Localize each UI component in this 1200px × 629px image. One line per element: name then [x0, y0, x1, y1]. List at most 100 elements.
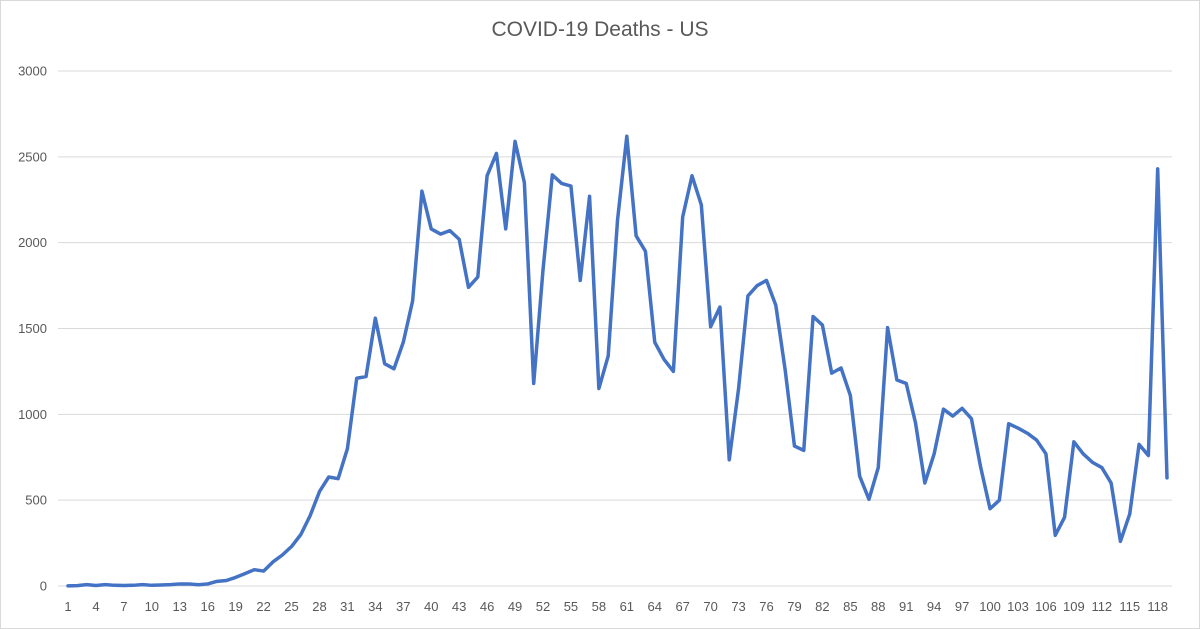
data-point	[346, 447, 349, 450]
data-point	[951, 414, 954, 418]
data-point	[960, 407, 964, 410]
data-point	[1007, 422, 1010, 425]
data-point	[616, 219, 619, 222]
x-tick-label: 13	[173, 599, 187, 614]
data-point	[905, 382, 908, 385]
data-point	[206, 582, 209, 586]
data-point	[634, 234, 638, 237]
data-point	[159, 583, 163, 587]
data-point	[867, 498, 871, 501]
data-point	[402, 341, 405, 344]
data-point	[895, 378, 899, 382]
data-point	[355, 377, 358, 380]
x-tick-label: 10	[145, 599, 159, 614]
series-layer	[66, 134, 1169, 588]
x-tick-label: 118	[1147, 599, 1168, 614]
data-point	[793, 444, 796, 448]
data-point	[1156, 167, 1159, 171]
x-tick-label: 7	[120, 599, 127, 614]
data-point	[495, 152, 498, 155]
x-tick-label: 34	[368, 599, 382, 614]
data-point	[970, 417, 973, 420]
data-point	[588, 195, 591, 198]
data-point	[243, 572, 247, 575]
data-point	[141, 583, 144, 586]
data-point	[839, 366, 843, 370]
y-tick-label: 3000	[18, 64, 47, 79]
data-point	[541, 268, 545, 272]
data-point	[169, 583, 172, 586]
data-point	[914, 421, 917, 425]
data-point	[737, 387, 740, 390]
data-point	[1119, 540, 1122, 543]
data-point	[430, 227, 433, 231]
data-point	[1035, 438, 1038, 442]
data-point	[150, 584, 154, 587]
data-point	[327, 475, 330, 479]
x-tick-label: 112	[1091, 599, 1112, 614]
data-point	[783, 368, 787, 371]
data-point	[560, 182, 563, 185]
data-point	[299, 533, 303, 536]
y-tick-label: 1000	[18, 407, 47, 422]
x-tick-label: 91	[899, 599, 913, 614]
data-point	[1100, 466, 1104, 469]
y-tick-label: 500	[25, 493, 47, 508]
data-point	[485, 174, 489, 177]
data-point	[672, 370, 675, 373]
data-point	[1128, 512, 1131, 516]
data-point	[606, 354, 610, 358]
x-tick-label: 4	[92, 599, 99, 614]
data-point	[439, 232, 442, 236]
x-tick-label: 43	[452, 599, 466, 614]
x-tick-label: 31	[340, 599, 354, 614]
data-point	[476, 275, 479, 279]
data-point	[988, 507, 992, 510]
data-point	[66, 584, 70, 588]
y-tick-label: 0	[40, 579, 47, 594]
data-point	[821, 323, 824, 327]
x-tick-label: 109	[1063, 599, 1085, 614]
series-line-deaths	[66, 134, 1169, 588]
data-point	[122, 584, 126, 587]
data-point	[318, 490, 321, 493]
data-point	[942, 407, 945, 411]
chart-title: COVID-19 Deaths - US	[491, 18, 709, 41]
data-point	[448, 229, 452, 232]
x-tick-label: 82	[815, 599, 829, 614]
data-point	[886, 326, 889, 329]
data-point	[700, 203, 703, 207]
data-point	[1054, 534, 1057, 537]
x-tick-label: 49	[508, 599, 522, 614]
y-axis-labels: 0 500 1000 1500 2000 2500 3000	[18, 64, 47, 594]
data-point	[504, 227, 507, 231]
data-point	[253, 568, 256, 571]
x-tick-label: 94	[927, 599, 941, 614]
data-point	[1137, 443, 1141, 446]
data-point	[690, 174, 694, 177]
y-tick-label: 2000	[18, 235, 47, 250]
data-point	[662, 358, 666, 361]
x-tick-label: 85	[843, 599, 857, 614]
data-point	[336, 477, 340, 480]
x-tick-label: 64	[648, 599, 662, 614]
data-point	[113, 584, 116, 587]
data-point	[532, 382, 535, 385]
data-point	[681, 215, 684, 219]
data-point	[411, 299, 414, 303]
data-point	[1165, 476, 1169, 480]
data-point	[76, 584, 79, 587]
x-tick-label: 19	[228, 599, 242, 614]
data-point	[374, 317, 377, 320]
x-tick-label: 22	[256, 599, 270, 614]
x-tick-label: 61	[620, 599, 634, 614]
x-tick-label: 97	[955, 599, 969, 614]
data-point	[1072, 440, 1076, 443]
data-point	[467, 286, 470, 289]
data-point	[1091, 461, 1094, 464]
x-tick-label: 25	[284, 599, 298, 614]
data-point	[457, 238, 461, 241]
data-point	[420, 189, 424, 193]
data-point	[979, 466, 982, 469]
data-point	[811, 315, 815, 318]
